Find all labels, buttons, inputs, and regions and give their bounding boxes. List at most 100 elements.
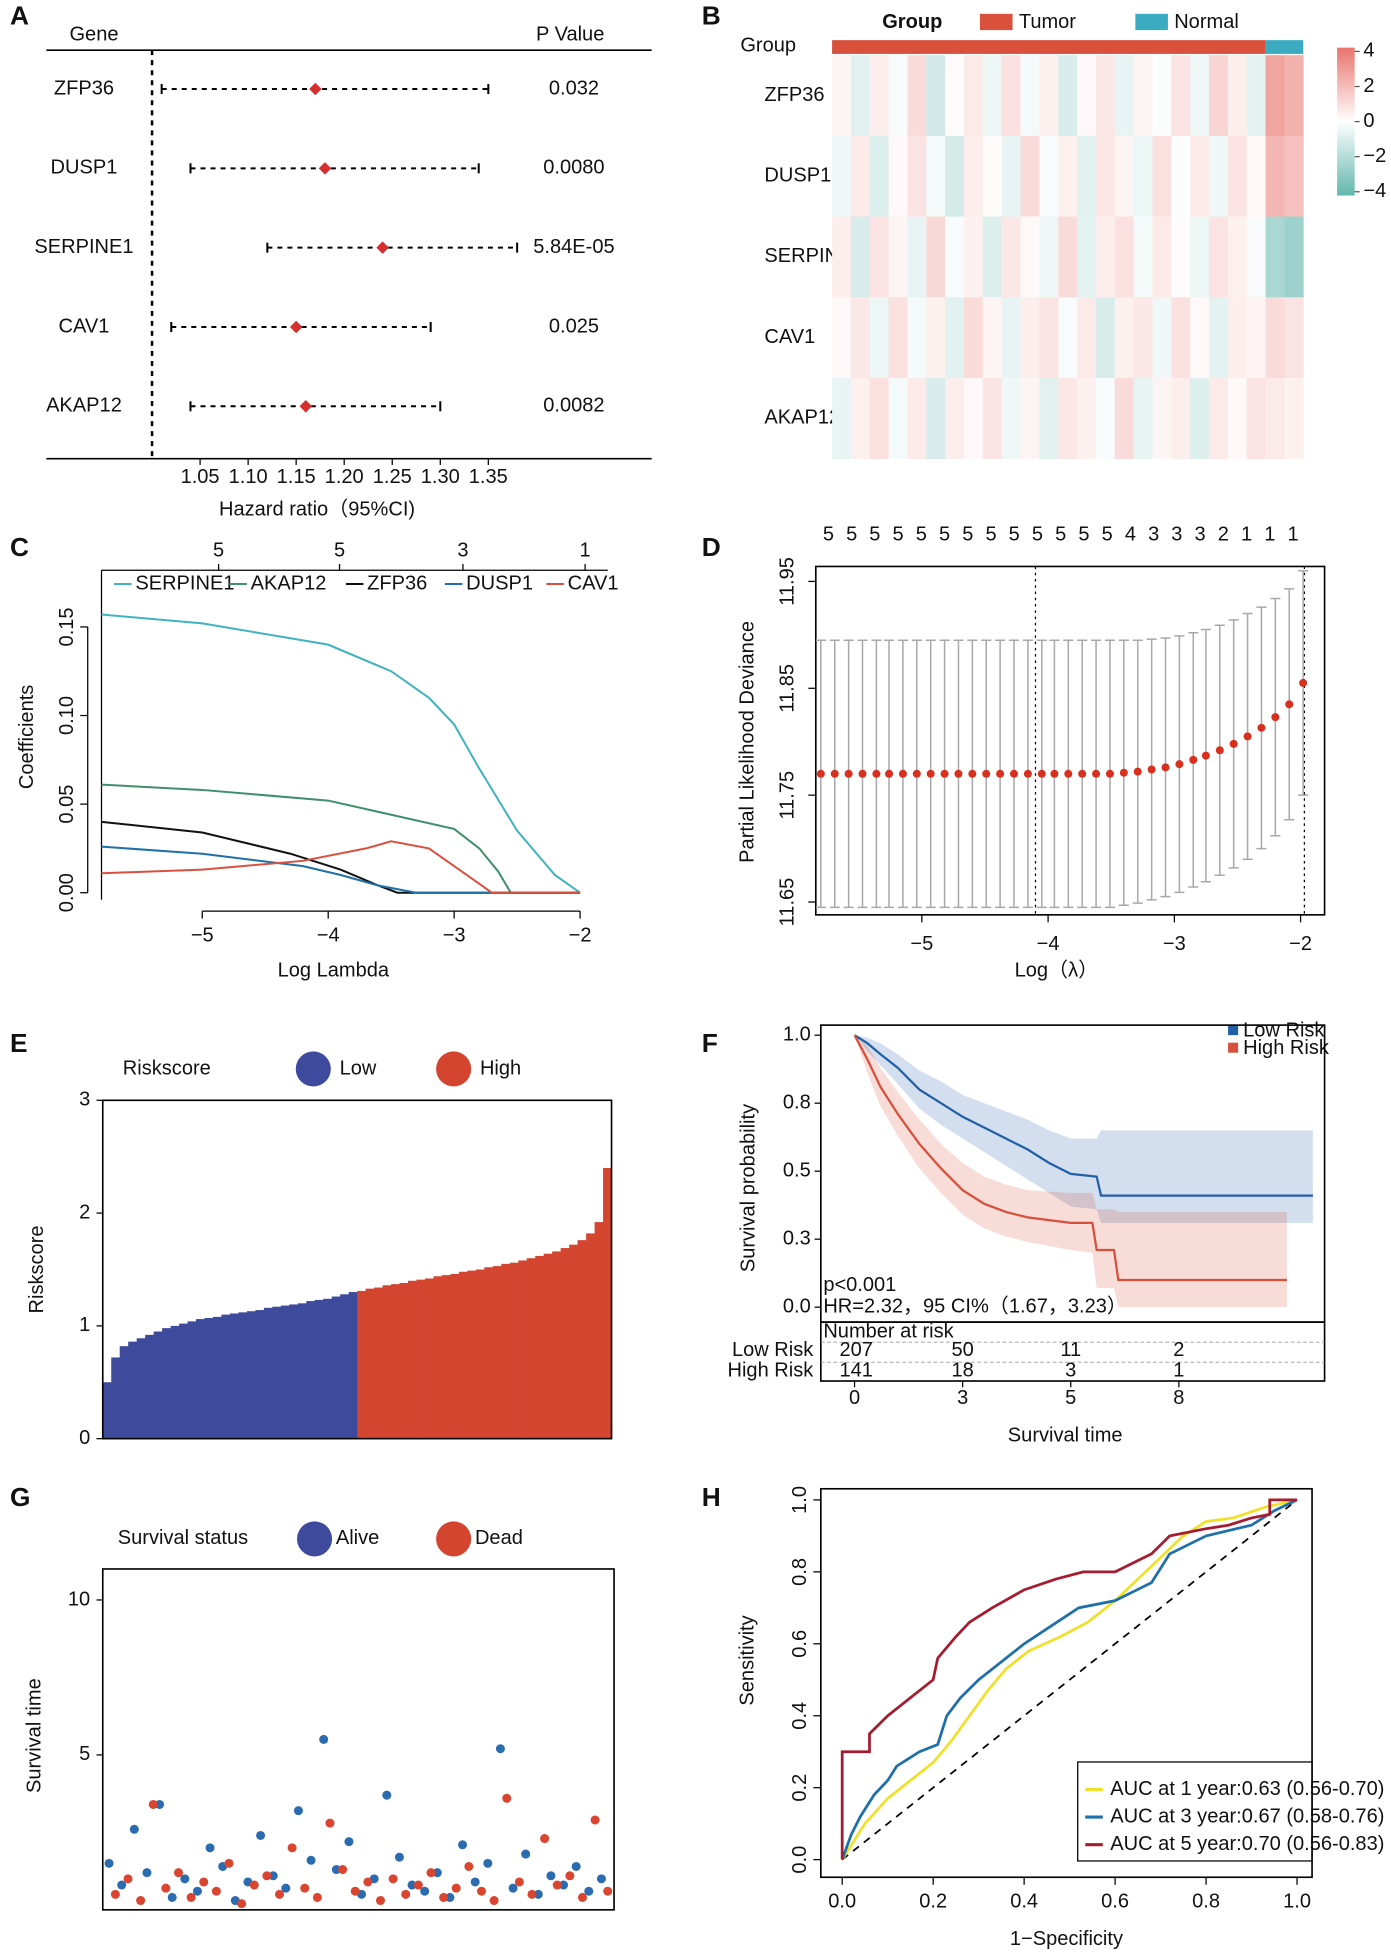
patient-point xyxy=(161,1883,171,1893)
patient-point xyxy=(155,1799,165,1809)
heatmap-cell xyxy=(982,55,1003,137)
risk-bar xyxy=(408,1280,418,1439)
hazard-ratio-point xyxy=(376,241,389,254)
heatmap-cell xyxy=(1265,297,1285,379)
risk-bar xyxy=(424,1278,434,1439)
heatmap-cell xyxy=(1020,135,1040,217)
top-tick-label: 5 xyxy=(962,523,973,545)
plot-frame xyxy=(101,1099,613,1440)
deviance-point xyxy=(1161,763,1170,772)
x-tick-label: 1.10 xyxy=(229,466,268,488)
patient-point xyxy=(432,1868,442,1878)
y-tick-label: 1 xyxy=(79,1314,90,1336)
heatmap-cell xyxy=(869,297,890,379)
x-tick-label: −3 xyxy=(443,924,466,946)
patient-point xyxy=(344,1837,354,1847)
patient-point xyxy=(483,1858,493,1868)
legend-swatch xyxy=(1228,1042,1239,1053)
y-tick-label: 3 xyxy=(79,1089,90,1111)
heatmap-cell xyxy=(1171,297,1191,379)
x-tick-label: 5 xyxy=(1065,1387,1076,1409)
risk-bar xyxy=(543,1253,553,1439)
risk-count: 1 xyxy=(1173,1359,1184,1381)
heatmap-cell xyxy=(1152,377,1172,460)
patient-point xyxy=(110,1889,120,1899)
heatmap-cell xyxy=(1284,377,1304,460)
heatmap-cell xyxy=(1190,216,1210,298)
risk-bar xyxy=(357,1290,367,1439)
x-tick-label: 1.35 xyxy=(469,466,508,488)
patient-point xyxy=(508,1883,518,1893)
panel-letter: D xyxy=(702,532,721,562)
y-axis-label: Partial Likelihood Deviance xyxy=(736,621,758,863)
risk-bar xyxy=(509,1262,519,1439)
legend-marker xyxy=(436,1521,472,1557)
risk-bar xyxy=(416,1279,426,1439)
heatmap-cell xyxy=(832,216,852,298)
y-tick-label: 0.0 xyxy=(789,1846,811,1874)
deviance-point xyxy=(1299,678,1308,687)
patient-point xyxy=(407,1880,417,1890)
panel-letter: F xyxy=(702,1028,718,1058)
heatmap-cell xyxy=(1114,135,1135,217)
series-line xyxy=(840,1498,1298,1861)
heatmap-cell xyxy=(1001,216,1021,298)
y-tick-label: 0.8 xyxy=(783,1091,811,1113)
top-tick-label: 5 xyxy=(213,540,224,562)
heatmap-cell xyxy=(888,297,908,379)
deviance-point xyxy=(1092,769,1101,778)
hazard-ratio-point xyxy=(318,162,332,175)
heatmap-cell xyxy=(1209,216,1229,298)
top-tick-label: 5 xyxy=(985,523,996,545)
x-tick-label: −2 xyxy=(1289,933,1312,955)
risk-bar xyxy=(221,1314,231,1439)
deviance-point xyxy=(1064,769,1073,778)
patient-point xyxy=(192,1886,202,1896)
risk-bar xyxy=(102,1382,112,1439)
panel-letter: H xyxy=(702,1482,721,1512)
patient-point xyxy=(489,1896,499,1906)
heatmap-cell xyxy=(1227,55,1248,137)
x-axis-label: Hazard ratio（95%CI) xyxy=(219,497,415,520)
legend-label: High xyxy=(480,1057,521,1079)
x-axis-label: 1−Specificity xyxy=(1010,1928,1123,1950)
heatmap-cell xyxy=(982,377,1003,460)
heatmap-cell xyxy=(945,297,965,379)
x-tick-label: 1.15 xyxy=(277,466,316,488)
panel-letter: A xyxy=(10,1,29,31)
heatmap-cell xyxy=(1133,55,1153,137)
heatmap-cell xyxy=(1133,216,1153,298)
patient-point xyxy=(287,1843,297,1853)
y-tick-label: 0.0 xyxy=(783,1295,811,1317)
risk-bar xyxy=(229,1313,239,1439)
heatmap-cell xyxy=(1246,377,1266,460)
y-tick-label: 11.75 xyxy=(777,771,799,820)
patient-point xyxy=(375,1896,386,1906)
risk-bar xyxy=(128,1341,138,1439)
heatmap-cell xyxy=(1058,297,1078,379)
patient-point xyxy=(268,1871,278,1881)
heatmap-cell xyxy=(1133,377,1153,460)
risk-count: 141 xyxy=(840,1359,873,1381)
y-tick-label: 0.10 xyxy=(56,696,78,735)
risk-bar xyxy=(501,1263,511,1439)
risk-bar xyxy=(484,1267,494,1439)
patient-point xyxy=(584,1886,594,1896)
risk-bar xyxy=(153,1331,163,1439)
heatmap-cell xyxy=(1039,55,1059,137)
gene-label: SERPINE1 xyxy=(34,236,133,258)
deviance-point xyxy=(1078,769,1087,778)
risk-bar xyxy=(603,1167,613,1439)
group-bar xyxy=(1265,40,1304,54)
patient-point xyxy=(495,1744,505,1754)
series-line xyxy=(101,613,581,894)
heatmap-cell xyxy=(1095,377,1116,460)
risk-bar xyxy=(433,1276,443,1439)
heatmap-cell xyxy=(1171,55,1191,137)
risk-bar xyxy=(348,1292,358,1439)
risk-bar xyxy=(526,1258,536,1439)
deviance-point xyxy=(982,769,991,778)
patient-point xyxy=(603,1886,613,1896)
risk-bar xyxy=(399,1283,409,1439)
patient-point xyxy=(571,1861,581,1871)
